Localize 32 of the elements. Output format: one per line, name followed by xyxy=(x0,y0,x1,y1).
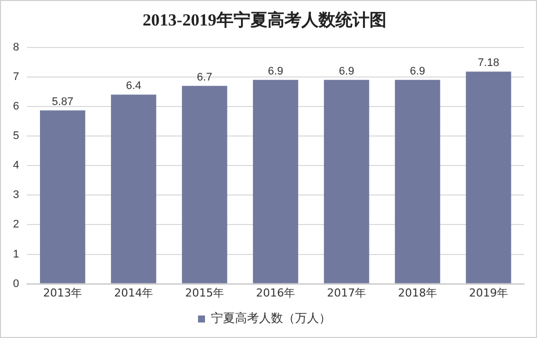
x-tick-label: 2014年 xyxy=(114,286,154,300)
bar xyxy=(252,80,298,284)
bar xyxy=(466,72,512,284)
bar xyxy=(324,80,370,284)
y-tick-label: 0 xyxy=(12,278,20,290)
legend-label: 宁夏高考人数（万人） xyxy=(211,311,331,326)
bar xyxy=(40,110,86,284)
x-tick-label: 2016年 xyxy=(256,286,296,300)
y-tick-label: 8 xyxy=(12,41,20,54)
data-label: 6.9 xyxy=(410,65,426,78)
bar xyxy=(394,80,440,284)
x-tick-label: 2013年 xyxy=(43,286,82,300)
data-label: 6.9 xyxy=(268,65,284,78)
data-label: 5.87 xyxy=(52,96,74,108)
data-label: 6.4 xyxy=(126,80,142,92)
y-tick-label: 4 xyxy=(12,160,20,172)
y-tick-label: 7 xyxy=(12,70,20,83)
y-tick-label: 6 xyxy=(12,100,20,113)
y-tick-label: 3 xyxy=(12,189,20,202)
data-label: 7.18 xyxy=(478,57,500,70)
x-tick-label: 2017年 xyxy=(327,286,366,300)
chart-title: 2013-2019年宁夏高考人数统计图 xyxy=(142,10,386,30)
bar xyxy=(182,86,228,284)
data-label: 6.7 xyxy=(196,71,212,84)
y-tick-label: 5 xyxy=(12,130,20,142)
y-tick-label: 1 xyxy=(12,248,20,260)
x-tick-label: 2019年 xyxy=(469,286,508,300)
x-tick-label: 2018年 xyxy=(398,286,438,300)
x-tick-label: 2015年 xyxy=(185,286,224,300)
data-label: 6.9 xyxy=(338,65,354,78)
y-tick-label: 2 xyxy=(12,218,20,231)
bar xyxy=(110,94,156,284)
